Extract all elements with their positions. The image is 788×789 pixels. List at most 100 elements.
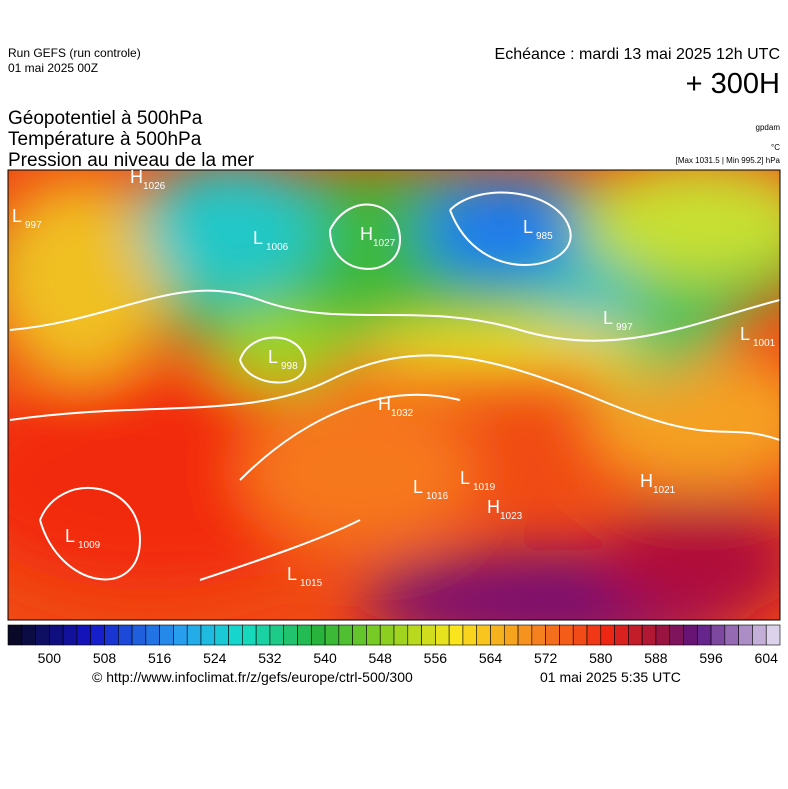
colorbar-cell xyxy=(186,624,202,646)
colorbar-cell xyxy=(669,624,684,646)
colorbar-cell xyxy=(517,624,533,646)
unit: [Max 1031.5 | Min 995.2] hPa xyxy=(675,156,780,165)
center-letter: H xyxy=(378,394,391,414)
colorbar-cell xyxy=(352,624,367,646)
colorbar-cell xyxy=(531,624,546,646)
colorbar-cell xyxy=(476,624,491,646)
validity: Echéance : mardi 13 mai 2025 12h UTC xyxy=(494,46,780,63)
colorbar-label: 604 xyxy=(755,650,779,666)
colorbar-label: 556 xyxy=(424,650,448,666)
colorbar-cell xyxy=(545,624,560,646)
colorbar-cell xyxy=(21,624,36,646)
center-letter: L xyxy=(253,228,263,248)
colorbar-cell xyxy=(614,624,629,646)
field-title: Géopotentiel à 500hPa xyxy=(8,108,203,129)
colorbar-cell xyxy=(228,624,243,646)
center-letter: L xyxy=(523,217,533,237)
colorbar-cell xyxy=(90,624,105,646)
colorbar-cell xyxy=(421,624,436,646)
source: © http://www.infoclimat.fr/z/gefs/europe… xyxy=(92,669,413,685)
center-letter: L xyxy=(740,324,750,344)
colorbar-label: 500 xyxy=(38,650,62,666)
center-value: 1019 xyxy=(473,482,496,493)
center-value: 1027 xyxy=(373,238,396,249)
colorbar-cell xyxy=(131,624,147,646)
colorbar-cell xyxy=(724,624,739,646)
colorbar-cell xyxy=(324,624,340,646)
colorbar-cell xyxy=(752,624,767,646)
center-value: 1016 xyxy=(426,491,449,502)
colorbar-cell xyxy=(269,624,285,646)
colorbar-cell xyxy=(600,624,615,646)
colorbar-cell xyxy=(242,624,257,646)
center-letter: L xyxy=(460,468,470,488)
colorbar-cell xyxy=(655,624,671,646)
colorbar-label: 524 xyxy=(203,650,227,666)
center-letter: L xyxy=(603,308,613,328)
center-value: 1015 xyxy=(300,578,323,589)
center-letter: H xyxy=(130,167,143,187)
unit: °C xyxy=(771,143,780,152)
field-title: Température à 500hPa xyxy=(8,129,202,150)
colorbar-cell xyxy=(49,624,64,646)
generated: 01 mai 2025 5:35 UTC xyxy=(540,669,681,685)
colorbar-cell xyxy=(159,624,174,646)
colorbar-cell xyxy=(145,624,160,646)
colorbar-cell xyxy=(173,624,188,646)
center-letter: H xyxy=(360,224,373,244)
colorbar-cell xyxy=(641,624,657,646)
colorbar-label: 564 xyxy=(479,650,503,666)
center-value: 1021 xyxy=(653,485,676,496)
colorbar-label: 532 xyxy=(258,650,282,666)
center-letter: L xyxy=(287,564,297,584)
lead-time: + 300H xyxy=(685,68,780,100)
center-value: 1026 xyxy=(143,181,166,192)
colorbar-cell xyxy=(283,624,298,646)
colorbar-cell xyxy=(738,624,753,646)
colorbar-cell xyxy=(462,624,478,646)
colorbar-cell xyxy=(448,624,464,646)
center-value: 997 xyxy=(616,322,633,333)
field xyxy=(8,170,780,620)
colorbar-cell xyxy=(710,624,726,646)
colorbar-cell xyxy=(338,624,353,646)
colorbar-cell xyxy=(62,624,78,646)
colorbar-cell xyxy=(435,624,450,646)
colorbar-cell xyxy=(255,624,271,646)
center-letter: H xyxy=(640,471,653,491)
center-letter: L xyxy=(268,347,278,367)
colorbar-cell xyxy=(200,624,216,646)
colorbar-cell xyxy=(696,624,712,646)
colorbar-cell xyxy=(366,624,381,646)
colorbar-cell xyxy=(765,624,781,646)
colorbar-label: 572 xyxy=(534,650,558,666)
colorbar-cell xyxy=(490,624,505,646)
colorbar-cell xyxy=(104,624,119,646)
colorbar-cell xyxy=(503,624,519,646)
center-letter: H xyxy=(487,497,500,517)
center-value: 1032 xyxy=(391,408,414,419)
colorbar-cell xyxy=(586,624,602,646)
colorbar-cell xyxy=(35,624,50,646)
center-value: 1006 xyxy=(266,242,289,253)
center-value: 1023 xyxy=(500,511,523,522)
colorbar-cell xyxy=(683,624,698,646)
colorbar-cell xyxy=(214,624,229,646)
center-value: 997 xyxy=(25,220,42,231)
colorbar-label: 588 xyxy=(644,650,668,666)
colorbar-label: 580 xyxy=(589,650,613,666)
colorbar-cell xyxy=(628,624,643,646)
colorbar-cell xyxy=(393,624,409,646)
colorbar-cell xyxy=(117,624,133,646)
colorbar-label: 548 xyxy=(369,650,393,666)
colorbar-cell xyxy=(407,624,422,646)
colorbar-label: 596 xyxy=(699,650,723,666)
center-value: 1001 xyxy=(753,338,776,349)
colorbar-cell xyxy=(572,624,588,646)
center-value: 1009 xyxy=(78,540,101,551)
colorbar-cell xyxy=(310,624,326,646)
colorbar-cell xyxy=(7,624,23,646)
run-label: Run GEFS (run controle) xyxy=(8,46,141,60)
